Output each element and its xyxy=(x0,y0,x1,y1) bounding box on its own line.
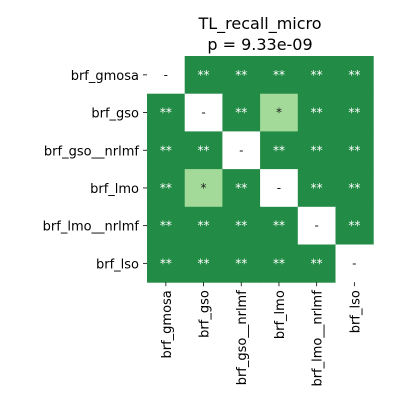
cell-label: ** xyxy=(273,219,285,233)
heatmap-cell xyxy=(222,93,261,132)
heatmap-cell xyxy=(147,206,186,245)
cell-label: - xyxy=(352,256,356,270)
row-labels: brf_gmosa brf_gso brf_gso__nrlmf brf_lmobrf… xyxy=(43,69,147,272)
heatmap-cell xyxy=(297,169,336,208)
column-label: brf_lmo__nrlmf xyxy=(311,290,326,387)
cell-label: * xyxy=(276,106,282,120)
heatmap-cell xyxy=(147,93,186,132)
cell-label: ** xyxy=(273,143,285,157)
cell-label: ** xyxy=(235,256,247,270)
heatmap-cell xyxy=(335,56,374,95)
cell-label: ** xyxy=(160,106,172,120)
cell-label: ** xyxy=(311,143,323,157)
heatmap-cell xyxy=(260,93,299,132)
heatmap-cell xyxy=(222,56,261,95)
cell-label: - xyxy=(277,181,281,195)
cell-label: ** xyxy=(235,181,247,195)
cell-label: ** xyxy=(348,181,360,195)
heatmap-cell xyxy=(297,93,336,132)
cell-label: ** xyxy=(198,143,210,157)
heatmap-cells: - ** ** ** ** **** - ** * ** **** ** - ** ** **** * ** - **… xyxy=(147,56,374,283)
cell-label: ** xyxy=(273,256,285,270)
column-label: brf_lso xyxy=(348,290,363,333)
heatmap-cell xyxy=(222,206,261,245)
cell-label: ** xyxy=(235,106,247,120)
heatmap-cell xyxy=(184,131,223,170)
cell-label: ** xyxy=(235,68,247,82)
column-labels: brf_gmosa brf_gso brf_gso__nrlmf brf_lmo brf… xyxy=(160,282,363,387)
cell-label: ** xyxy=(273,68,285,82)
heatmap-cell xyxy=(184,56,223,95)
cell-label: ** xyxy=(348,106,360,120)
row-label: brf_gmosa xyxy=(71,69,139,84)
heatmap-cell xyxy=(260,169,299,208)
heatmap-cell xyxy=(335,206,374,245)
heatmap-cell xyxy=(222,244,261,283)
column-label: brf_gso__nrlmf xyxy=(235,290,250,386)
row-label: brf_lso xyxy=(96,257,139,272)
cell-label: - xyxy=(201,106,205,120)
cell-label: ** xyxy=(198,68,210,82)
heatmap-cell xyxy=(222,131,261,170)
heatmap-cell xyxy=(147,131,186,170)
cell-label: ** xyxy=(160,219,172,233)
cell-label: - xyxy=(314,219,318,233)
cell-label: ** xyxy=(160,181,172,195)
chart-subtitle: p = 9.33e-09 xyxy=(207,35,312,54)
heatmap-cell xyxy=(297,244,336,283)
heatmap-cell xyxy=(222,169,261,208)
row-label: brf_gso__nrlmf xyxy=(44,144,140,159)
heatmap-cell xyxy=(335,131,374,170)
column-label: brf_lmo xyxy=(273,290,288,339)
heatmap-cell xyxy=(260,131,299,170)
cell-label: ** xyxy=(198,256,210,270)
cell-label: ** xyxy=(311,106,323,120)
cell-label: ** xyxy=(311,256,323,270)
heatmap-cell xyxy=(335,169,374,208)
row-label: brf_lmo xyxy=(90,182,139,197)
heatmap-cell xyxy=(335,244,374,283)
heatmap-cell xyxy=(184,169,223,208)
column-label: brf_gmosa xyxy=(160,290,175,358)
heatmap-cell xyxy=(297,56,336,95)
chart-title: TL_recall_micro xyxy=(197,14,321,34)
cell-label: ** xyxy=(348,68,360,82)
heatmap-cell xyxy=(147,244,186,283)
cell-label: ** xyxy=(311,181,323,195)
cell-label: * xyxy=(201,181,207,195)
cell-label: - xyxy=(164,68,168,82)
cell-label: ** xyxy=(198,219,210,233)
cell-label: ** xyxy=(348,143,360,157)
heatmap-cell xyxy=(147,169,186,208)
heatmap-cell xyxy=(335,93,374,132)
heatmap-cell xyxy=(147,56,186,95)
heatmap-cell xyxy=(260,244,299,283)
cell-label: - xyxy=(239,143,243,157)
column-label: brf_gso xyxy=(198,290,213,338)
heatmap-cell xyxy=(184,244,223,283)
heatmap-cell xyxy=(260,56,299,95)
heatmap-cell xyxy=(297,131,336,170)
heatmap-cell xyxy=(297,206,336,245)
row-label: brf_lmo__nrlmf xyxy=(43,220,140,235)
cell-label: ** xyxy=(160,256,172,270)
row-label: brf_gso xyxy=(91,107,139,122)
cell-label: ** xyxy=(235,219,247,233)
cell-label: ** xyxy=(311,68,323,82)
heatmap-cell xyxy=(184,206,223,245)
cell-label: ** xyxy=(160,143,172,157)
cell-label: ** xyxy=(348,219,360,233)
heatmap-cell xyxy=(260,206,299,245)
heatmap-cell xyxy=(184,93,223,132)
